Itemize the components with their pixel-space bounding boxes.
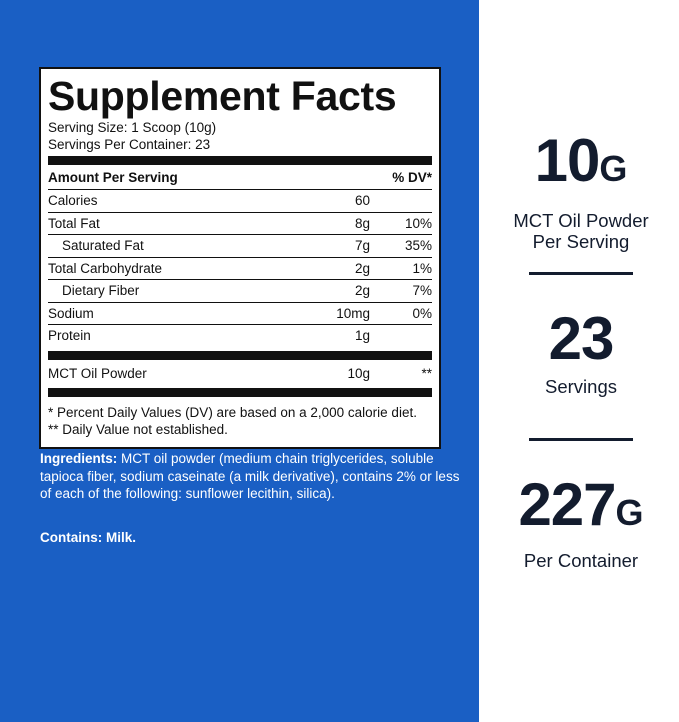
ingredients-text: Ingredients: MCT oil powder (medium chai…: [40, 450, 460, 503]
stat-desc: Per Container: [523, 550, 639, 571]
stat-desc: MCT Oil Powder: [513, 210, 649, 231]
thick-divider: [48, 388, 432, 397]
nutrient-name: Total Carbohydrate: [48, 260, 163, 276]
nutrient-amount: 7g: [354, 238, 370, 253]
stat-value: 10: [534, 127, 601, 194]
nutrient-row: Total Carbohydrate 2g 1%: [48, 258, 432, 280]
stat-unit: G: [615, 492, 644, 533]
stat-value: 227: [518, 471, 616, 538]
nutrient-amount: 60: [354, 193, 370, 208]
nutrient-name: MCT Oil Powder: [48, 365, 147, 381]
nutrient-name: Protein: [48, 328, 91, 343]
nutrient-row: Saturated Fat 7g 35%: [48, 235, 432, 258]
stat-servings: 23 Servings: [490, 308, 672, 398]
stat-per-container: 227G Per Container: [490, 474, 672, 572]
nutrient-name: Total Fat: [48, 215, 100, 231]
facts-title: Supplement Facts: [48, 73, 397, 119]
supplement-facts-panel: Supplement Facts Serving Size: 1 Scoop (…: [39, 67, 441, 449]
allergen-contains: Contains: Milk.: [40, 530, 137, 545]
stat-unit: G: [599, 148, 628, 189]
amount-header-row: Amount Per Serving % DV*: [48, 168, 432, 190]
stat-divider: [529, 272, 633, 275]
serving-size: Serving Size: 1 Scoop (10g): [48, 120, 217, 135]
nutrient-amount: 10mg: [336, 305, 370, 321]
nutrient-dv: 1%: [412, 260, 432, 276]
nutrient-row: Total Fat 8g 10%: [48, 213, 432, 235]
servings-per-container: Servings Per Container: 23: [48, 137, 211, 152]
ingredients-list: MCT oil powder (medium chain triglycerid…: [40, 451, 460, 501]
footnotes: * Percent Daily Values (DV) are based on…: [48, 400, 432, 438]
nutrient-amount: 8g: [354, 215, 370, 231]
nutrient-amount: 2g: [354, 260, 370, 276]
nutrient-dv: 0%: [412, 305, 432, 321]
stat-divider: [529, 438, 633, 441]
footnote-dv: * Percent Daily Values (DV) are based on…: [48, 405, 417, 420]
thick-divider: [48, 350, 432, 360]
mct-oil-row: MCT Oil Powder 10g **: [48, 363, 432, 386]
nutrient-dv: 7%: [412, 283, 432, 298]
nutrient-amount: 2g: [354, 283, 370, 298]
nutrient-dv: **: [421, 365, 432, 381]
stat-number: 227G: [490, 474, 672, 544]
stat-mct-per-serving: 10G MCT Oil Powder Per Serving: [490, 130, 672, 253]
stat-value: 23: [548, 305, 615, 372]
nutrient-row: Calories 60: [48, 190, 432, 213]
stat-desc: Per Serving: [532, 231, 630, 252]
nutrient-amount: 1g: [354, 328, 370, 343]
thick-divider: [48, 156, 432, 165]
stat-desc: Servings: [545, 376, 617, 397]
nutrient-dv: 10%: [404, 215, 432, 231]
ingredients-label: Ingredients:: [40, 451, 118, 466]
nutrient-row: Sodium 10mg 0%: [48, 303, 432, 325]
nutrient-name: Sodium: [48, 305, 94, 321]
footnote-not-established: ** Daily Value not established.: [48, 422, 228, 437]
nutrient-name: Saturated Fat: [62, 238, 144, 253]
amount-per-serving-label: Amount Per Serving: [48, 170, 178, 185]
stat-number: 10G: [490, 130, 672, 200]
stat-number: 23: [490, 308, 672, 370]
dv-header-label: % DV*: [392, 170, 432, 185]
nutrient-row: Protein 1g: [48, 325, 432, 348]
nutrient-name: Dietary Fiber: [62, 283, 140, 298]
nutrient-row: Dietary Fiber 2g 7%: [48, 280, 432, 303]
nutrient-dv: 35%: [404, 238, 432, 253]
nutrient-name: Calories: [48, 193, 98, 208]
nutrient-amount: 10g: [347, 365, 370, 381]
